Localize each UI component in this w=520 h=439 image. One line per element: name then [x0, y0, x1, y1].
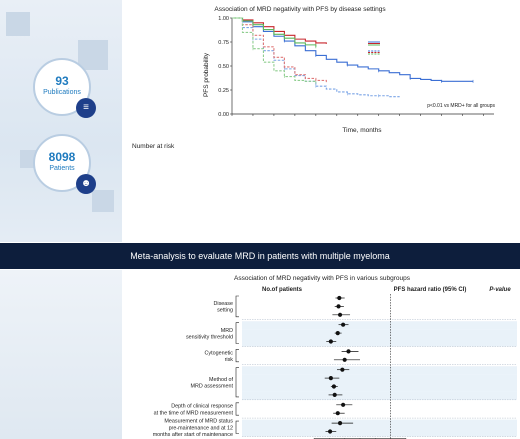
forest-row-shade [242, 419, 517, 428]
forest-point [335, 331, 340, 336]
forest-group-bracket [235, 295, 239, 318]
forest-group-bracket [235, 367, 239, 398]
forest-header-patients: No.of patients [262, 287, 303, 293]
forest-row-shade [242, 366, 517, 375]
forest-point [332, 392, 337, 397]
forest-point [328, 376, 333, 381]
km-series-line [232, 17, 317, 83]
forest-point [328, 339, 333, 344]
forest-point [346, 349, 351, 354]
km-title: Association of MRD negativity with PFS b… [214, 6, 386, 13]
forest-group-bracket [235, 420, 239, 434]
forest-row-shade [242, 374, 517, 383]
km-y-tick-label: 0.50 [218, 64, 229, 70]
banner: Meta-analysis to evaluate MRD in patient… [0, 243, 520, 269]
km-series-line [232, 17, 327, 44]
people-icon: ☻ [76, 174, 96, 194]
forest-row-shade [242, 391, 517, 400]
forest-group-bracket [235, 402, 239, 416]
km-y-tick-label: 0.25 [218, 88, 229, 94]
km-series-line [232, 17, 474, 82]
forest-group-label: Depth of clinical response at the time of… [154, 404, 234, 417]
patients-count: 8098 [48, 150, 76, 164]
km-y-axis-label: PFS probability [203, 52, 210, 97]
bottom-left-decoration [0, 270, 122, 439]
forest-group-label: MRD sensitivity threshold [186, 328, 233, 341]
forest-row-shade [242, 329, 517, 338]
publications-count: 93 [55, 74, 69, 88]
km-pvalue-note: p<0.01 vs MRD+ for all groups [427, 103, 495, 109]
forest-point [341, 402, 346, 407]
forest-header-pvalue: P-value [489, 287, 511, 293]
forest-point [337, 421, 343, 426]
patients-label: Patients [49, 165, 75, 172]
forest-row-shade [242, 321, 517, 330]
forest-plot: Association of MRD negativity with PFS i… [153, 275, 517, 439]
forest-group-label: Disease setting [214, 301, 233, 314]
forest-group-bracket [235, 322, 239, 344]
stack-icon: ≡ [76, 98, 96, 118]
deco-square [78, 40, 108, 70]
forest-group-label: Measurement of MRD status pre-maintenance… [153, 419, 234, 438]
km-y-tick-label: 0.75 [218, 40, 229, 46]
forest-point [341, 322, 346, 327]
forest-point [340, 367, 345, 372]
forest-point [337, 312, 343, 317]
km-y-tick-label: 0.00 [218, 112, 229, 118]
publications-stat: 93 Publications [33, 58, 91, 116]
left-decoration: 93 Publications ≡ 8098 Patients ☻ [0, 0, 122, 242]
forest-point [328, 429, 333, 434]
forest-point [331, 384, 337, 389]
forest-row-shade [242, 428, 517, 437]
forest-group-label: Cytogenetic risk [205, 350, 234, 363]
km-series-line [232, 17, 317, 47]
publications-label: Publications [43, 89, 81, 96]
km-series-line [232, 17, 327, 83]
forest-point [335, 411, 340, 416]
km-y-tick-label: 1.00 [218, 16, 229, 22]
forest-row-shade [242, 338, 517, 347]
forest-row-shade [242, 383, 517, 392]
forest-point [336, 304, 341, 309]
deco-square [6, 12, 30, 36]
forest-group-label: Method of MRD assessment [190, 377, 233, 390]
deco-square [92, 190, 114, 212]
risk-table-header: Number at risk [132, 143, 175, 150]
forest-point [342, 357, 347, 362]
km-x-axis-label: Time, months [342, 127, 382, 134]
km-chart: Association of MRD negativity with PFS b… [132, 6, 495, 150]
forest-title: Association of MRD negativity with PFS i… [234, 275, 411, 282]
forest-point [337, 295, 342, 301]
forest-header-hr: PFS hazard ratio (95% CI) [394, 287, 467, 293]
forest-group-bracket [235, 349, 239, 363]
